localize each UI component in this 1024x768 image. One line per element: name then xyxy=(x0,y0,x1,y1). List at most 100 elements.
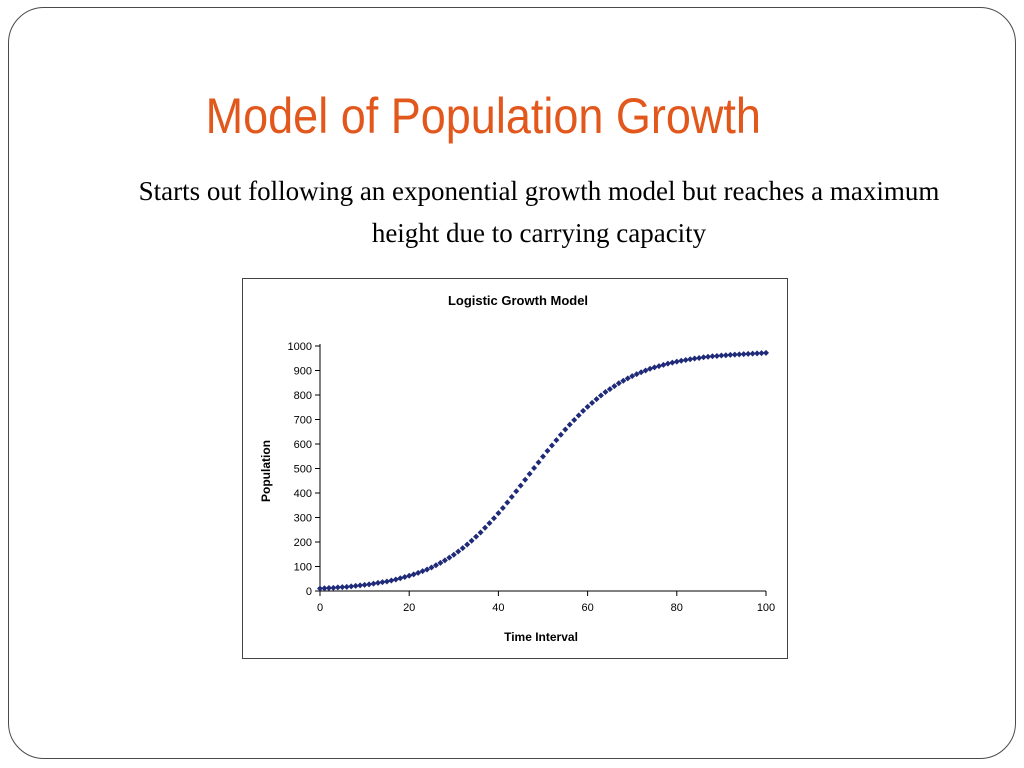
y-tick-label: 600 xyxy=(294,439,312,451)
data-point xyxy=(339,584,346,591)
data-point xyxy=(736,351,743,358)
data-point xyxy=(678,357,685,364)
data-point xyxy=(468,537,475,544)
data-point xyxy=(673,358,680,365)
data-point xyxy=(731,351,738,358)
data-point xyxy=(763,349,769,356)
data-point xyxy=(526,470,533,477)
data-point xyxy=(370,580,377,587)
data-point xyxy=(352,582,359,589)
y-tick-label: 1000 xyxy=(288,341,312,353)
data-point xyxy=(709,353,716,360)
data-point xyxy=(593,396,600,403)
data-point xyxy=(392,576,399,583)
y-tick-label: 0 xyxy=(306,586,312,598)
data-point xyxy=(415,569,422,576)
y-tick-label: 100 xyxy=(294,562,312,574)
y-tick-label: 400 xyxy=(294,488,312,500)
slide-subtitle: Starts out following an exponential grow… xyxy=(138,176,940,248)
data-point xyxy=(490,515,497,522)
x-axis-label: Time Interval xyxy=(504,630,578,644)
data-point xyxy=(473,533,480,540)
data-point xyxy=(499,504,506,511)
slide-title: Model of Population Growth xyxy=(205,88,761,144)
x-tick-label: 20 xyxy=(403,602,415,614)
data-point xyxy=(682,356,689,363)
data-point xyxy=(531,465,538,472)
data-point xyxy=(504,499,511,506)
data-point xyxy=(437,559,444,566)
data-point xyxy=(642,367,649,374)
data-point xyxy=(544,447,551,454)
data-point xyxy=(424,566,431,573)
y-tick-label: 500 xyxy=(294,464,312,476)
data-point xyxy=(321,585,328,592)
data-point xyxy=(633,371,640,378)
data-point xyxy=(620,377,627,384)
data-point xyxy=(508,493,515,500)
data-point xyxy=(687,356,694,363)
y-tick-label: 900 xyxy=(294,366,312,378)
data-point xyxy=(745,350,752,357)
data-point xyxy=(718,352,725,359)
data-point xyxy=(615,380,622,387)
x-tick-label: 60 xyxy=(581,602,593,614)
data-point xyxy=(740,351,747,358)
y-tick-label: 200 xyxy=(294,537,312,549)
data-point xyxy=(397,575,404,582)
x-tick-label: 0 xyxy=(317,602,323,614)
data-point xyxy=(540,453,546,460)
data-point xyxy=(606,386,613,393)
data-point xyxy=(584,403,591,410)
data-point xyxy=(696,355,703,362)
data-point xyxy=(361,581,368,588)
data-point xyxy=(691,355,698,362)
data-point xyxy=(647,365,654,372)
data-point xyxy=(482,524,489,531)
data-point xyxy=(317,585,323,592)
data-point xyxy=(566,421,573,428)
data-point xyxy=(450,551,457,558)
data-point xyxy=(571,416,578,423)
data-point xyxy=(477,529,484,536)
data-point xyxy=(348,583,355,590)
data-point xyxy=(629,373,636,380)
data-point xyxy=(562,426,569,433)
data-point xyxy=(660,361,667,368)
data-point xyxy=(486,520,493,527)
data-point xyxy=(597,392,604,399)
data-point xyxy=(464,541,471,548)
data-point xyxy=(495,510,502,517)
data-point xyxy=(727,351,734,358)
data-point xyxy=(624,375,631,382)
data-point xyxy=(638,369,645,376)
data-point xyxy=(611,383,618,390)
data-point xyxy=(580,407,587,414)
data-point xyxy=(655,363,662,370)
data-point xyxy=(535,459,542,466)
data-point xyxy=(522,476,529,483)
data-point xyxy=(513,488,520,495)
data-point xyxy=(334,584,341,591)
x-tick-label: 100 xyxy=(757,602,775,614)
data-point xyxy=(325,585,332,592)
data-point xyxy=(548,442,555,449)
data-point xyxy=(388,577,395,584)
data-point xyxy=(575,412,582,419)
data-point xyxy=(669,359,676,366)
data-point xyxy=(589,399,596,406)
data-point xyxy=(557,431,564,438)
data-point xyxy=(705,353,712,360)
y-axis-label: Population xyxy=(259,440,273,502)
chart-container: Logistic Growth Model Time Interval Popu… xyxy=(242,278,788,659)
logistic-growth-chart: Logistic Growth Model Time Interval Popu… xyxy=(259,293,775,644)
data-point xyxy=(366,581,373,588)
data-point xyxy=(553,437,560,444)
chart-title: Logistic Growth Model xyxy=(448,293,588,308)
data-point xyxy=(700,354,707,361)
data-point xyxy=(664,360,671,367)
data-point xyxy=(446,554,453,561)
data-point xyxy=(602,389,609,396)
data-point xyxy=(383,578,390,585)
data-point xyxy=(419,568,426,575)
